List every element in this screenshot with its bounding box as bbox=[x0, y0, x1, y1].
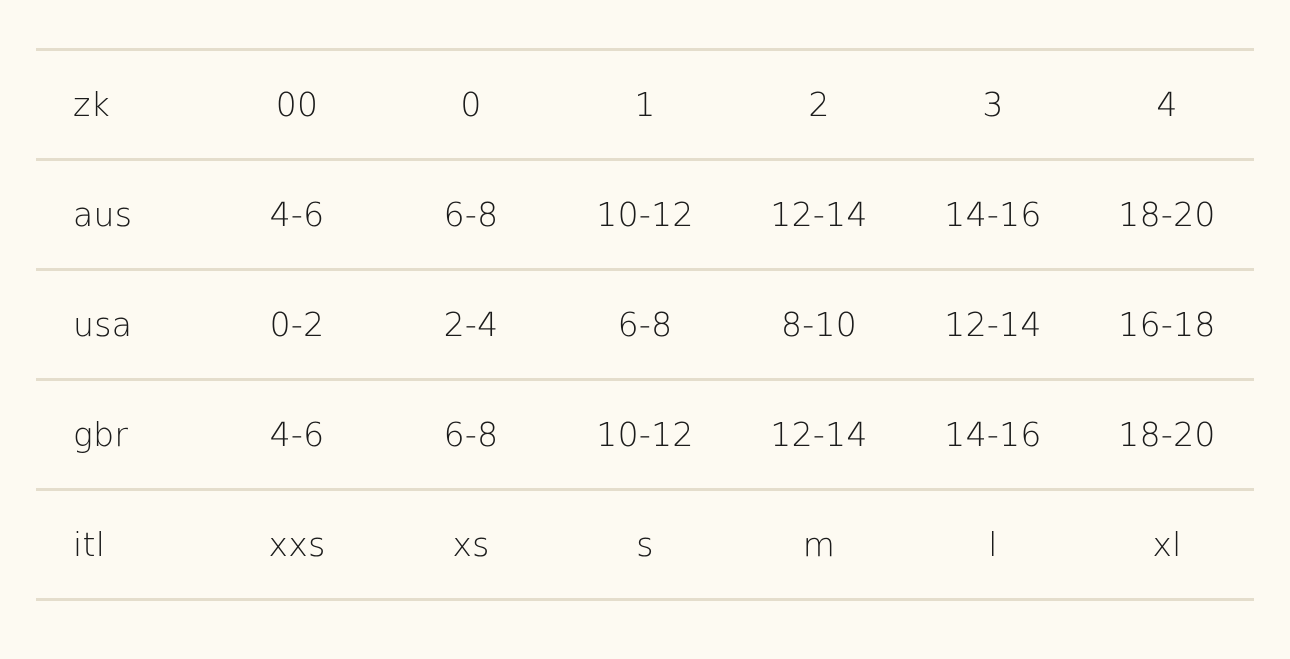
size-cell: 10-12 bbox=[596, 195, 694, 234]
size-cell: l bbox=[988, 525, 998, 564]
size-cell: 2-4 bbox=[443, 305, 499, 344]
size-cell: 10-12 bbox=[596, 415, 694, 454]
table-row-gbr: gbr 4-6 6-8 10-12 12-14 14-16 18-20 bbox=[36, 379, 1254, 490]
size-cell: 00 bbox=[275, 85, 319, 124]
row-label: gbr bbox=[73, 415, 129, 454]
size-cell: xl bbox=[1152, 525, 1182, 564]
size-cell: 1 bbox=[634, 85, 656, 124]
size-cell: 18-20 bbox=[1118, 195, 1216, 234]
size-cell: 6-8 bbox=[443, 415, 499, 454]
row-label: usa bbox=[73, 305, 133, 344]
size-cell: 0 bbox=[460, 85, 482, 124]
size-conversion-table: zk 00 0 1 2 3 4 aus 4-6 6-8 10-12 12-14 14-16 18-20 us… bbox=[36, 48, 1254, 601]
table-row-usa: usa 0-2 2-4 6-8 8-10 12-14 16-18 bbox=[36, 269, 1254, 380]
size-cell: 8-10 bbox=[780, 305, 858, 344]
size-cell: 16-18 bbox=[1118, 305, 1216, 344]
size-cell: 12-14 bbox=[770, 415, 868, 454]
row-label: zk bbox=[73, 85, 111, 124]
size-cell: xxs bbox=[268, 525, 326, 564]
size-cell: 6-8 bbox=[617, 305, 673, 344]
size-cell: 12-14 bbox=[944, 305, 1042, 344]
size-cell: 14-16 bbox=[944, 415, 1042, 454]
table-row-itl: itl xxs xs s m l xl bbox=[36, 489, 1254, 600]
size-cell: 4-6 bbox=[269, 195, 325, 234]
size-cell: 0-2 bbox=[269, 305, 325, 344]
size-cell: 12-14 bbox=[770, 195, 868, 234]
size-cell: 14-16 bbox=[944, 195, 1042, 234]
size-cell: 4-6 bbox=[269, 415, 325, 454]
size-cell: 2 bbox=[808, 85, 830, 124]
row-label: aus bbox=[73, 195, 133, 234]
size-table-body: zk 00 0 1 2 3 4 aus 4-6 6-8 10-12 12-14 14-16 18-20 us… bbox=[36, 49, 1254, 600]
size-cell: 4 bbox=[1156, 85, 1178, 124]
table-row-aus: aus 4-6 6-8 10-12 12-14 14-16 18-20 bbox=[36, 159, 1254, 270]
size-cell: xs bbox=[452, 525, 490, 564]
size-cell: m bbox=[802, 525, 836, 564]
table-row-zk: zk 00 0 1 2 3 4 bbox=[36, 49, 1254, 160]
size-cell: 6-8 bbox=[443, 195, 499, 234]
size-cell: 3 bbox=[982, 85, 1004, 124]
size-cell: 18-20 bbox=[1118, 415, 1216, 454]
row-label: itl bbox=[73, 525, 106, 564]
size-cell: s bbox=[636, 525, 654, 564]
